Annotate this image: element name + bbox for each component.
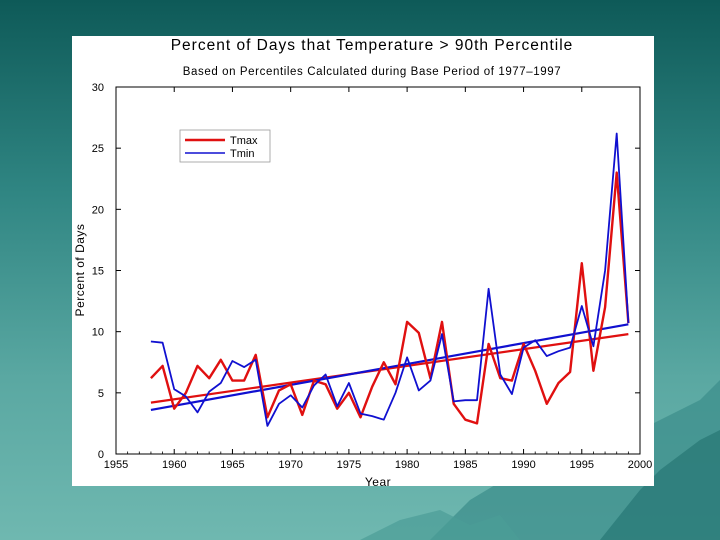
trend-line-tmax — [150, 333, 629, 404]
legend: Tmax Tmin — [179, 129, 271, 163]
legend-label-tmax: Tmax — [230, 135, 258, 147]
y-tick-label: 20 — [92, 204, 104, 216]
series-lines — [150, 132, 630, 427]
y-axis-label: Percent of Days — [73, 224, 87, 317]
x-tick-label: 1960 — [162, 459, 186, 471]
y-tick-label: 0 — [98, 449, 104, 461]
y-tick-label: 5 — [98, 388, 104, 400]
x-tick-label: 1995 — [570, 459, 594, 471]
series-line-tmax — [150, 171, 630, 425]
y-tick-label: 30 — [92, 82, 104, 94]
y-tick-label: 10 — [92, 327, 104, 339]
legend-box — [179, 129, 271, 163]
legend-label-tmin: Tmin — [230, 148, 254, 160]
trend-lines — [150, 323, 629, 412]
chart-panel: Percent of Days that Temperature > 90th … — [72, 36, 654, 486]
trend-line-tmin — [150, 323, 629, 412]
x-tick-label: 1955 — [104, 459, 128, 471]
x-tick-label: 1990 — [511, 459, 535, 471]
chart: Percent of Days that Temperature > 90th … — [73, 37, 652, 486]
y-axis: 0 5 10 15 20 25 30 — [92, 82, 640, 461]
x-tick-label: 1970 — [278, 459, 302, 471]
y-tick-label: 15 — [92, 266, 104, 278]
chart-title: Percent of Days that Temperature > 90th … — [171, 37, 574, 54]
x-tick-label: 1980 — [395, 459, 419, 471]
x-tick-label: 1975 — [337, 459, 361, 471]
x-tick-label: 1985 — [453, 459, 477, 471]
x-axis-label: Year — [365, 475, 391, 486]
y-tick-label: 25 — [92, 143, 104, 155]
chart-subtitle: Based on Percentiles Calculated during B… — [183, 66, 562, 78]
x-tick-label: 1965 — [220, 459, 244, 471]
x-axis: 1955 1960 1965 1970 1975 1980 1985 1990 1995 2000 — [104, 87, 652, 471]
series-line-tmin — [150, 132, 630, 427]
x-tick-label: 2000 — [628, 459, 652, 471]
